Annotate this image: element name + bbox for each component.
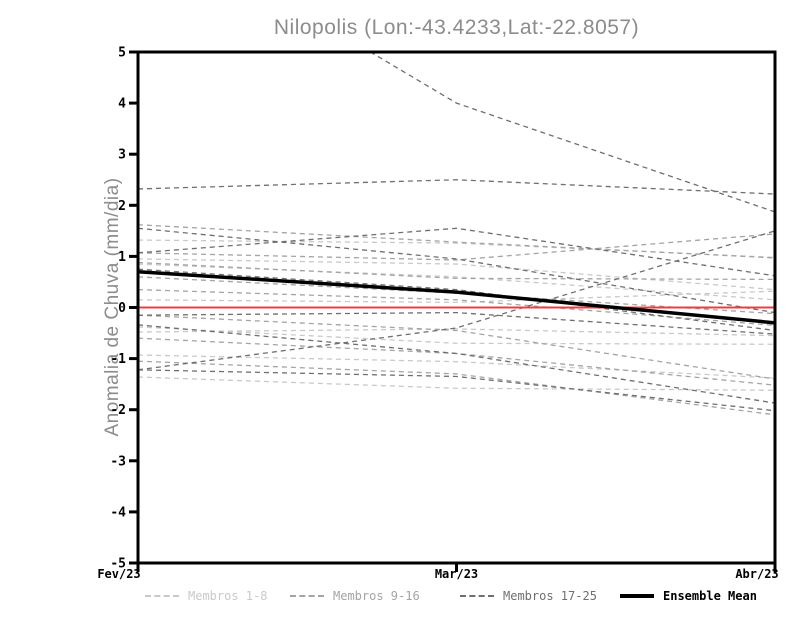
y-tick-label: 2 [118, 199, 126, 214]
dashed-line-sample-light [145, 595, 179, 597]
ensemble-mean-layer [138, 269, 775, 325]
ensemble-mean-line [138, 269, 775, 325]
legend-label: Ensemble Mean [663, 589, 757, 603]
x-tick-label: Fev/23 [97, 567, 140, 581]
ensemble-member-line [138, 224, 775, 259]
x-tick-label: Abr/23 [735, 567, 778, 581]
ensemble-member-line [138, 268, 775, 332]
ensemble-member-line [138, 230, 775, 371]
y-tick-label: 4 [118, 97, 126, 112]
y-tick-label: -1 [110, 352, 126, 367]
y-tick-label: 0 [118, 301, 126, 316]
legend-label: Membros 17-25 [503, 589, 597, 603]
ensemble-member-line [138, 360, 775, 416]
ensemble-member-line [138, 326, 775, 345]
x-tick-label: Mar/23 [435, 567, 478, 581]
ensemble-member-line [369, 52, 775, 213]
chart-title: Nilopolis (Lon:-43.4233,Lat:-22.8057) [273, 16, 640, 39]
legend-label: Membros 9-16 [333, 589, 420, 603]
legend-label: Membros 1-8 [188, 589, 268, 603]
ensemble-member-line [138, 258, 775, 291]
legend-item-membros-9-16: Membros 9-16 [290, 589, 420, 603]
solid-line-sample-black [620, 594, 654, 598]
ensemble-member-line [138, 376, 775, 391]
legend-item-ensemble-mean: Ensemble Mean [620, 589, 757, 603]
y-tick-label: -2 [110, 403, 126, 418]
ensemble-member-line [138, 227, 775, 277]
y-tick-label: -3 [110, 454, 126, 469]
axis-ticks-layer [129, 50, 777, 572]
ensemble-member-line [138, 314, 775, 380]
legend-item-membros-1-8: Membros 1-8 [145, 589, 267, 603]
y-tick-label: -5 [110, 557, 126, 572]
ensemble-member-line [138, 263, 775, 301]
dashed-line-sample-medium [290, 595, 324, 597]
ensemble-member-line [138, 227, 775, 314]
ensemble-member-line [138, 354, 775, 379]
ensemble-member-line [138, 233, 775, 261]
y-tick-label: 5 [118, 46, 126, 61]
y-tick-label: 3 [118, 148, 126, 163]
dashed-line-sample-dark [460, 595, 494, 597]
y-tick-label: 1 [118, 250, 126, 265]
ensemble-member-line [138, 311, 775, 335]
chart-legend: Membros 1-8 Membros 9-16 Membros 17-25 E… [0, 589, 800, 609]
legend-item-membros-17-25: Membros 17-25 [460, 589, 597, 603]
ensemble-member-line [138, 179, 775, 195]
y-tick-label: -4 [110, 505, 126, 520]
ensemble-member-line [138, 290, 775, 304]
ensemble-member-line [138, 328, 775, 337]
ensemble-member-line [138, 324, 775, 404]
ensemble-member-line [138, 369, 775, 412]
ensemble-members-layer [138, 52, 775, 416]
ensemble-member-line [138, 261, 775, 281]
